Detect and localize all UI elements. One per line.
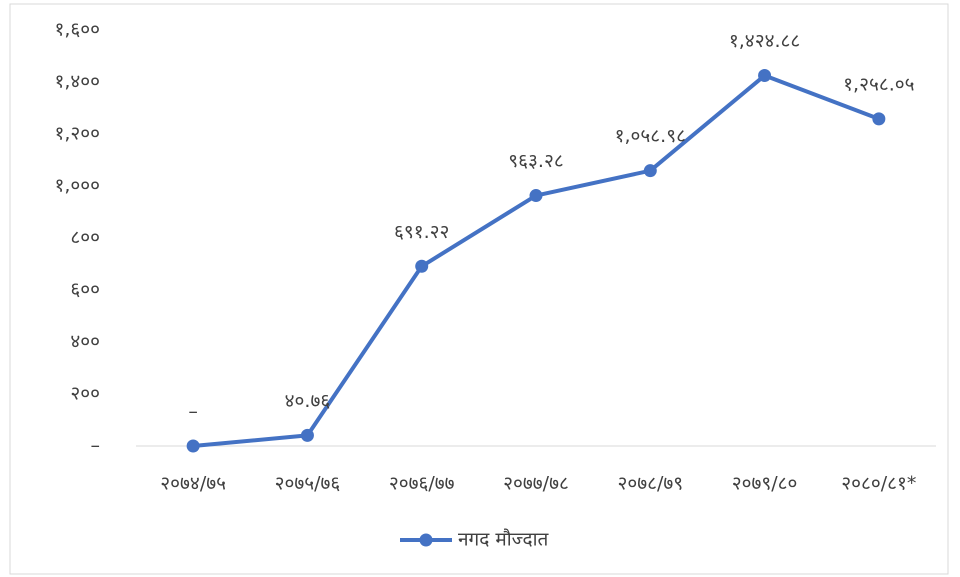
x-tick-label: २०८०/८१* <box>841 473 916 495</box>
data-label: १,०५८.९८ <box>615 125 686 147</box>
y-tick-label: ४०० <box>70 331 100 353</box>
data-label: ४०.७६ <box>285 390 331 412</box>
y-tick-label: ८०० <box>70 227 100 249</box>
data-label: ९६३.२८ <box>508 150 563 172</box>
x-tick-label: २०७४/७५ <box>160 473 226 495</box>
marker <box>415 259 429 273</box>
marker <box>300 428 314 442</box>
marker <box>186 439 200 453</box>
marker <box>529 189 543 203</box>
data-label: ६९१.२२ <box>394 221 449 243</box>
y-tick-label: २०० <box>70 383 100 405</box>
data-label: १,४२४.८८ <box>729 30 800 52</box>
y-tick-label: ६०० <box>70 279 100 301</box>
legend-marker <box>419 533 433 547</box>
y-tick-label: १,४०० <box>54 71 100 93</box>
marker <box>643 164 657 178</box>
marker <box>872 112 886 126</box>
marker <box>758 69 772 83</box>
data-label: १,२५८.०५ <box>843 73 914 95</box>
y-tick-label: – <box>91 435 101 457</box>
x-tick-label: २०७७/७८ <box>503 473 569 495</box>
data-label: – <box>188 401 198 423</box>
y-tick-label: १,२०० <box>54 123 100 145</box>
x-tick-label: २०७६/७७ <box>389 473 455 495</box>
x-tick-label: २०७५/७६ <box>275 473 341 495</box>
y-tick-label: १,००० <box>54 175 100 197</box>
x-tick-label: २०७९/८० <box>732 473 798 495</box>
x-tick-label: २०७८/७९ <box>617 473 683 495</box>
legend-label: नगद मौज्दात <box>458 528 550 551</box>
chart-border <box>9 3 949 575</box>
y-tick-label: १,६०० <box>54 19 100 41</box>
